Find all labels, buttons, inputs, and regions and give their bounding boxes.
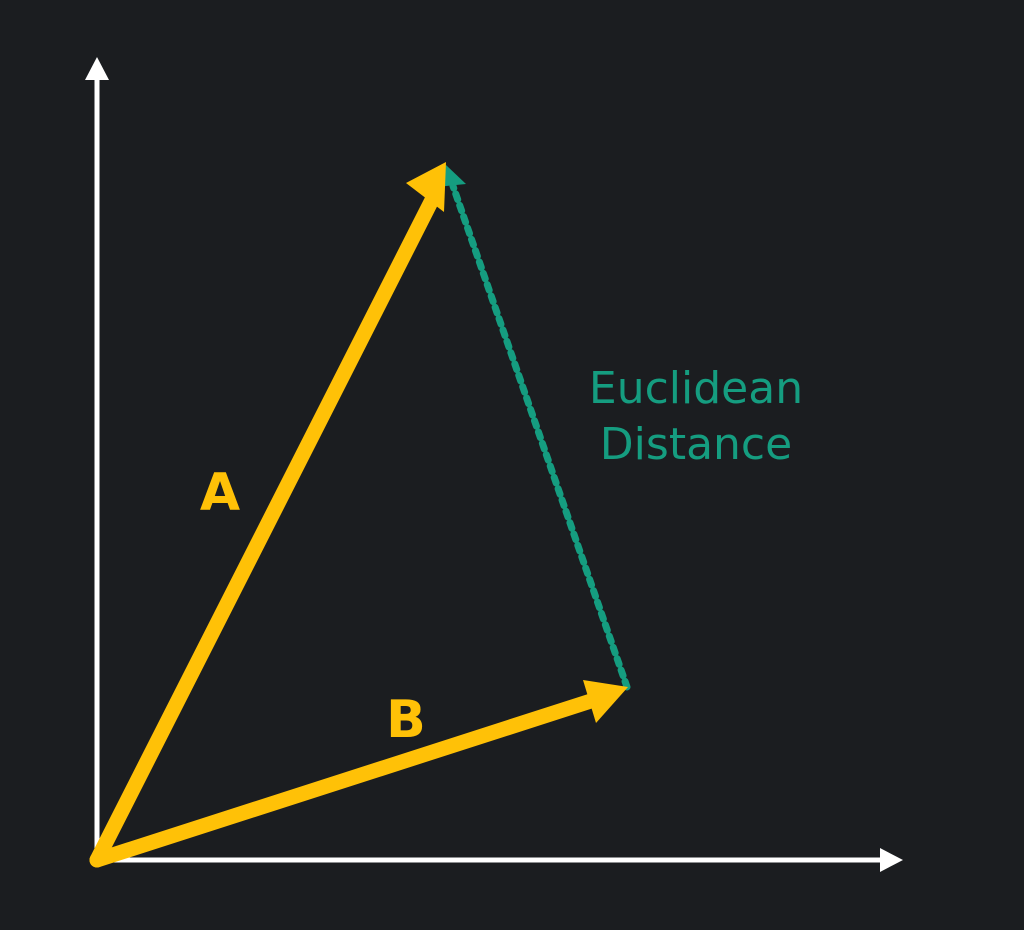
vector-a-label: A (200, 463, 240, 523)
vector-a-line (89, 188, 442, 868)
distance-label-line2: Distance (600, 419, 792, 470)
vector-b-arrowhead (583, 680, 628, 723)
y-axis-arrowhead (85, 57, 109, 80)
distance-label-line1: Euclidean (589, 363, 803, 414)
vector-a (89, 162, 446, 868)
axes (85, 57, 903, 872)
vector-b-line (89, 692, 602, 868)
vector-b (89, 680, 628, 868)
x-axis-arrowhead (880, 848, 903, 872)
vector-b-label: B (386, 690, 426, 750)
distance-dashed-line (449, 182, 631, 691)
vector-a-arrowhead (406, 162, 446, 212)
